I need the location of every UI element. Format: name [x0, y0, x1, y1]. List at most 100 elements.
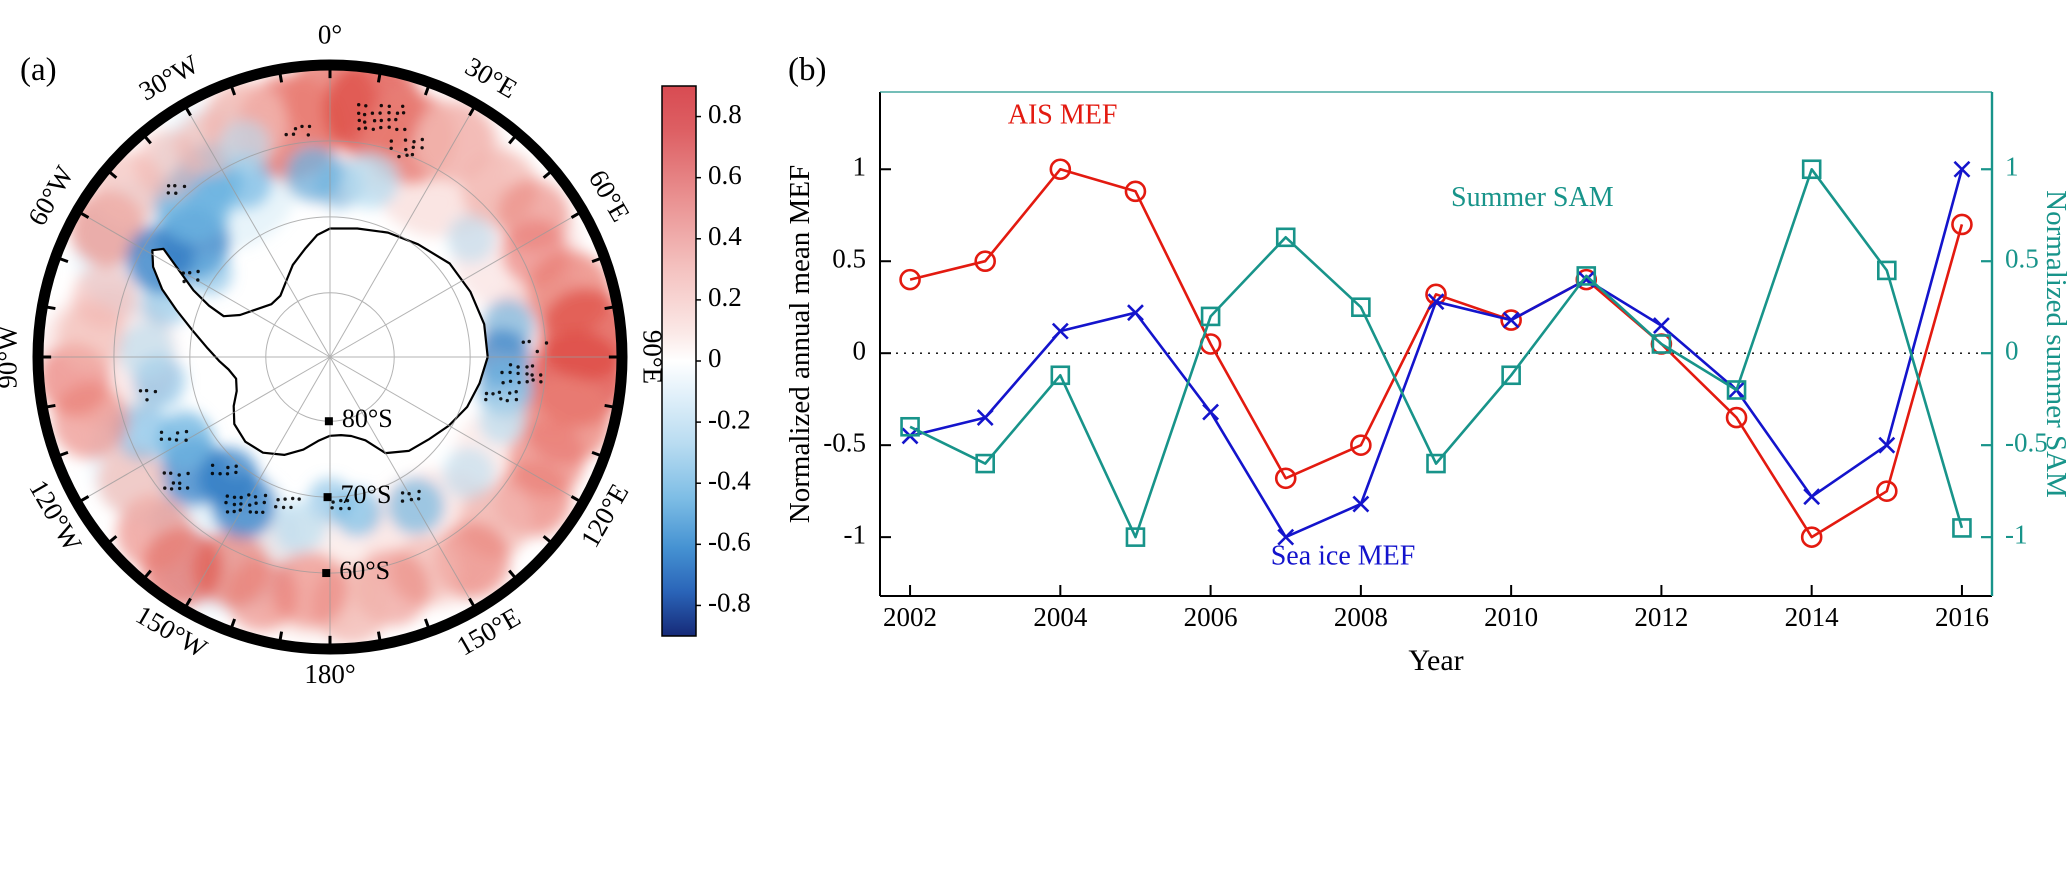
data-point-square: [1200, 306, 1221, 327]
longitude-label: 120°E: [575, 479, 635, 553]
data-point-x: [1803, 488, 1821, 506]
colorbar-tick-label: -0.4: [708, 465, 751, 495]
data-point-square: [1426, 453, 1446, 474]
y-axis-right: 1 0.5 0 -0.5 -1 Normalized summer SAM: [1981, 151, 2067, 549]
series-line: [909, 168, 1964, 539]
colorbar-tick-label: 0.4: [708, 221, 742, 251]
axes-box: [879, 91, 1994, 597]
series-line: [909, 168, 1964, 539]
data-point-x: [976, 409, 994, 426]
colorbar-tick-label: 0: [708, 343, 722, 373]
data-point-x: [1878, 436, 1896, 454]
x-tick-label: 2008: [1334, 602, 1388, 632]
data-point-circle: [1800, 526, 1823, 548]
antarctica-outline: [151, 227, 489, 456]
graticule: [42, 69, 618, 645]
x-tick-label: 2006: [1184, 602, 1238, 632]
series-line: [909, 168, 1964, 539]
data-point-circle: [1876, 480, 1898, 502]
map-boundary: [32, 59, 628, 655]
data-point-square: [1877, 260, 1897, 281]
data-point-square: [1726, 380, 1747, 400]
data-point-square: [1501, 365, 1521, 386]
colorbar: 0.8 0.6 0.4 0.2 0 -0.2 -0.4 -0.6 -0.8: [661, 85, 751, 637]
latitude-tick: [322, 569, 331, 578]
x-tick-label: 2014: [1785, 602, 1840, 632]
chart-annotation: AIS MEF: [1008, 99, 1118, 130]
x-axis-title: Year: [1408, 644, 1463, 677]
colorbar-tick-label: 0.8: [708, 99, 742, 129]
y-axis-title-left: Normalized annual mean MEF: [784, 165, 816, 523]
data-point-x: [1502, 311, 1520, 329]
data-point-square: [1801, 159, 1822, 180]
data-point-circle: [1049, 158, 1072, 181]
data-point-circle: [1124, 180, 1147, 203]
data-point-square: [1050, 365, 1071, 386]
x-axis: 2002 2004 2006 2008 2010 2012 2014 2016 Year: [883, 585, 1989, 677]
panel-a-label: (a): [20, 52, 57, 88]
data-point-x: [1127, 304, 1144, 322]
y-axis-left: 1 0.5 0 -0.5 -1 Normalized annual mean MEF: [784, 151, 891, 549]
data-point-square: [1275, 227, 1296, 248]
data-point-square: [1351, 297, 1371, 318]
longitude-label: 90°W: [0, 325, 23, 389]
x-tick-label: 2004: [1033, 602, 1088, 632]
colorbar-tick-label: -0.2: [708, 404, 751, 434]
colorbar-gradient: [661, 85, 697, 637]
x-tick-label: 2016: [1935, 602, 1989, 632]
series-ais-mef: [899, 158, 1973, 548]
data-point-circle: [899, 268, 921, 291]
data-point-square: [1125, 527, 1146, 547]
data-point-x: [1202, 403, 1220, 421]
y-tick-label-left: 1: [853, 151, 867, 181]
data-point-x: [1652, 317, 1670, 335]
y-tick-label-right: 0.5: [2005, 243, 2039, 273]
data-point-circle: [1274, 467, 1297, 490]
data-point-x: [1051, 322, 1069, 340]
latitude-label: 80°S: [342, 404, 393, 433]
series-sea-ice-mef: [901, 160, 1971, 546]
latitude-labels: 80°S 70°S 60°S: [322, 404, 393, 585]
colorbar-tick-label: 0.2: [708, 282, 742, 312]
y-tick-label-right: 0: [2005, 335, 2019, 365]
data-point-circle: [1350, 434, 1372, 456]
series-summer-sam: [900, 159, 1972, 547]
data-point-circle: [1500, 309, 1522, 331]
longitude-label: 120°W: [23, 475, 88, 557]
x-tick-label: 2012: [1634, 602, 1688, 632]
y-axis-title-right: Normalized summer SAM: [2040, 190, 2067, 498]
data-point-x: [1277, 528, 1295, 546]
longitude-label: 180°: [304, 659, 355, 689]
data-point-x: [1427, 293, 1445, 311]
colorbar-tick-label: -0.6: [708, 527, 751, 557]
y-tick-label-right: -0.5: [2005, 427, 2048, 457]
x-tick-label: 2002: [883, 602, 937, 632]
data-point-square: [975, 453, 995, 474]
chart-annotation: Summer SAM: [1451, 182, 1614, 213]
y-tick-label-right: -1: [2005, 519, 2028, 549]
data-point-square: [900, 416, 920, 437]
latitude-tick: [323, 493, 332, 502]
chart-annotation: Sea ice MEF: [1271, 541, 1416, 572]
data-point-square: [1651, 334, 1672, 354]
longitude-label: 0°: [318, 20, 342, 50]
antarctica-correlation-map: 0°30°E60°E90°E120°E150°E180°150°W120°W90…: [0, 20, 751, 689]
y-tick-label-left: 0: [853, 335, 867, 365]
data-point-square: [1952, 518, 1972, 538]
colorbar-tick-label: -0.8: [708, 588, 751, 618]
data-point-x: [1953, 160, 1971, 178]
data-point-x: [1352, 495, 1370, 513]
data-point-square: [1576, 266, 1597, 286]
y-tick-label-left: -1: [844, 519, 867, 549]
y-tick-label-left: 0.5: [832, 243, 866, 273]
colorbar-tick-label: 0.6: [708, 160, 742, 190]
panel-b-label: (b): [788, 52, 827, 88]
latitude-label: 70°S: [341, 480, 392, 509]
data-point-circle: [1725, 406, 1748, 429]
latitude-tick: [324, 417, 333, 426]
data-point-circle: [1951, 213, 1973, 236]
longitude-label: 150°E: [452, 602, 526, 662]
data-point-circle: [974, 250, 996, 273]
stippling-dots: [138, 103, 549, 514]
mef-sam-timeseries-chart: 2002 2004 2006 2008 2010 2012 2014 2016 Year 1 0.5…: [784, 91, 2067, 677]
